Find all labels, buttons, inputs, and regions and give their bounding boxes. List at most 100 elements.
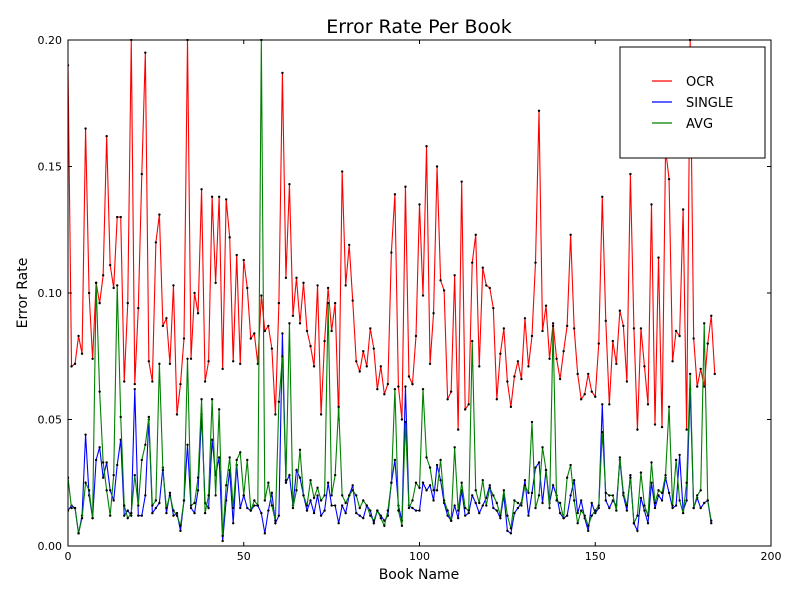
data-point (355, 511, 358, 515)
data-point (439, 458, 442, 462)
data-point (471, 339, 474, 343)
data-point (442, 499, 446, 502)
data-point (196, 476, 200, 479)
data-point (681, 511, 685, 515)
data-point (369, 514, 372, 517)
data-point (622, 491, 625, 495)
data-point (263, 329, 267, 333)
data-point (618, 309, 622, 312)
data-point (210, 398, 214, 401)
data-point (562, 349, 565, 353)
data-point (267, 324, 270, 328)
data-point (221, 367, 224, 371)
data-point (404, 185, 407, 188)
data-point (653, 501, 657, 505)
data-point (274, 522, 277, 525)
data-point (253, 332, 256, 335)
data-point (428, 362, 432, 366)
data-point (541, 446, 544, 449)
data-point (390, 481, 393, 484)
data-point (435, 489, 439, 492)
data-point (400, 524, 404, 527)
data-point (270, 491, 274, 495)
data-point (713, 372, 716, 376)
data-point (579, 398, 583, 401)
data-point (456, 509, 460, 512)
data-point (179, 382, 182, 386)
data-point (172, 509, 175, 512)
data-point (674, 458, 678, 462)
data-point (646, 522, 650, 525)
data-point (667, 491, 671, 495)
data-point (154, 499, 158, 502)
data-point (298, 448, 302, 452)
data-point (425, 489, 428, 492)
data-point (386, 509, 390, 512)
data-point (594, 509, 597, 512)
data-point (569, 463, 572, 467)
data-point (622, 324, 625, 328)
data-point (446, 509, 449, 512)
data-point (625, 509, 629, 512)
data-point (551, 484, 555, 487)
data-point (239, 451, 242, 454)
data-point (263, 532, 267, 535)
data-point (70, 365, 73, 368)
data-point (147, 415, 151, 419)
data-point (601, 430, 604, 434)
data-point (267, 481, 270, 484)
data-point (224, 484, 228, 487)
data-point (703, 385, 706, 388)
data-point (154, 506, 158, 510)
data-point (179, 529, 182, 533)
data-point (460, 481, 463, 484)
data-point (485, 284, 488, 287)
data-point (267, 509, 270, 512)
data-point (305, 504, 309, 507)
data-point (456, 428, 460, 431)
data-point (643, 365, 646, 368)
data-point (376, 387, 379, 391)
data-point (333, 504, 337, 507)
data-point (309, 344, 312, 348)
data-point (337, 522, 340, 525)
data-point (291, 506, 295, 510)
data-point (411, 506, 414, 510)
data-point (629, 473, 632, 477)
data-point (319, 413, 323, 416)
data-point (615, 362, 618, 366)
data-point (344, 511, 347, 515)
data-point (312, 511, 316, 515)
data-point (295, 276, 298, 280)
data-point (555, 357, 558, 360)
data-point (390, 251, 393, 254)
data-point (140, 172, 144, 176)
data-point (478, 501, 481, 505)
data-point (414, 334, 418, 338)
data-point (671, 506, 674, 510)
data-point (172, 514, 175, 517)
data-point (344, 501, 347, 505)
data-point (646, 514, 650, 517)
data-point (112, 473, 115, 477)
data-point (463, 506, 467, 510)
data-point (534, 466, 537, 469)
x-tick-label: 100 (409, 550, 430, 563)
y-tick-label: 0.15 (38, 161, 63, 174)
data-point (393, 387, 397, 391)
data-point (330, 494, 333, 497)
data-point (217, 195, 221, 199)
data-point (558, 377, 562, 381)
data-point (523, 479, 527, 482)
data-point (551, 322, 555, 325)
data-point (594, 395, 597, 398)
data-point (453, 504, 456, 507)
data-point (446, 514, 449, 517)
data-point (608, 506, 611, 510)
data-point (242, 494, 245, 497)
data-point (189, 506, 193, 510)
data-point (471, 261, 474, 264)
data-point (565, 514, 569, 517)
data-point (509, 405, 513, 409)
data-point (158, 213, 161, 216)
